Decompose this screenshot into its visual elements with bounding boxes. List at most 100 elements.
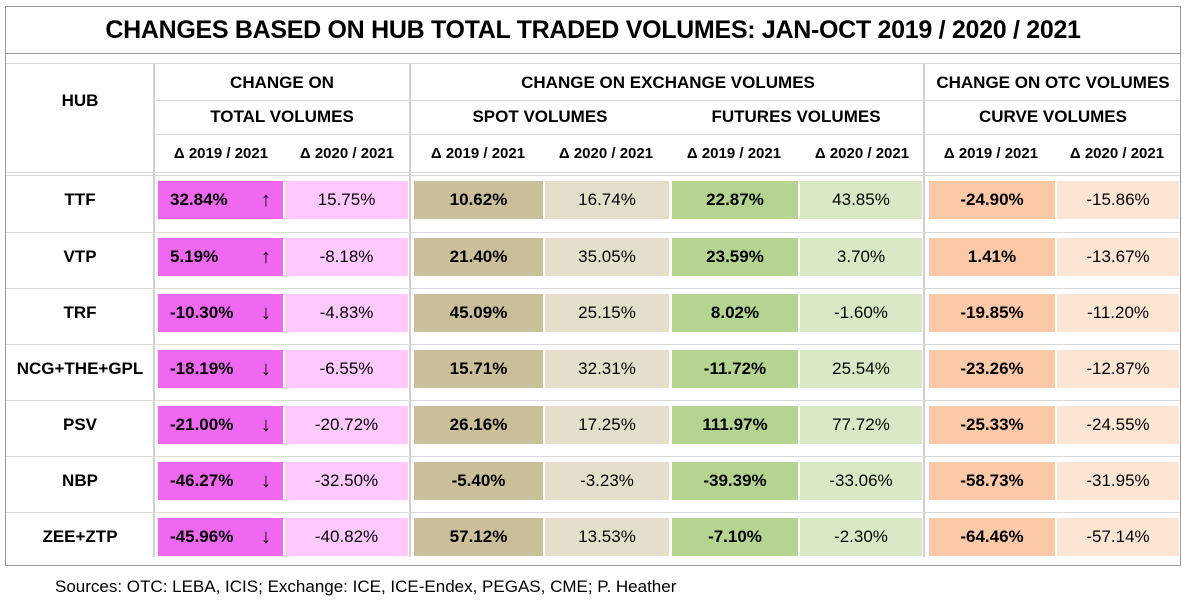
grid-line [156, 100, 1180, 101]
table-cell: 35.05% [545, 238, 669, 276]
table-cell: -33.06% [800, 462, 922, 500]
grid-line [923, 63, 925, 557]
table-cell: 77.72% [800, 406, 922, 444]
table-cell: 15.71% [414, 350, 543, 388]
table-cell: 26.16% [414, 406, 543, 444]
table-cell: -6.55% [285, 350, 408, 388]
table-cell: 17.25% [545, 406, 669, 444]
row-separator [6, 288, 1180, 289]
grid-line [6, 172, 1180, 173]
row-separator [6, 400, 1180, 401]
hub-label: PSV [62, 415, 98, 434]
subheader-total-1921: Δ 2019 / 2021 [173, 145, 269, 162]
subheader-fut-1921: Δ 2019 / 2021 [686, 145, 782, 162]
header-total-line2: TOTAL VOLUMES [210, 107, 354, 126]
arrow-down-icon: ↓ [261, 358, 271, 380]
table-cell: -64.46% [929, 518, 1055, 556]
grid-line [409, 63, 411, 557]
table-cell: 32.84% ↑ [158, 181, 283, 219]
table-cell: -7.10% [672, 518, 798, 556]
table-cell: 1.41% [929, 238, 1055, 276]
table-cell: 57.12% [414, 518, 543, 556]
table-cell: 111.97% [672, 406, 798, 444]
cell-value: 32.84% [170, 190, 228, 209]
sources-note: Sources: OTC: LEBA, ICIS; Exchange: ICE,… [55, 577, 677, 596]
table-cell: -12.87% [1057, 350, 1179, 388]
hub-label: VTP [63, 247, 97, 266]
table-cell: 32.31% [545, 350, 669, 388]
table-cell: -21.00% ↓ [158, 406, 283, 444]
table-cell: 25.15% [545, 294, 669, 332]
cell-value: -18.19% [170, 359, 234, 378]
header-otc: CHANGE ON OTC VOLUMES [936, 73, 1170, 92]
table-cell: -1.60% [800, 294, 922, 332]
table-cell: -57.14% [1057, 518, 1179, 556]
header-exchange: CHANGE ON EXCHANGE VOLUMES [521, 73, 815, 92]
table-cell: -8.18% [285, 238, 408, 276]
table-cell: -4.83% [285, 294, 408, 332]
table-cell: 16.74% [545, 181, 669, 219]
arrow-down-icon: ↓ [261, 470, 271, 492]
header-curve: CURVE VOLUMES [979, 107, 1127, 126]
subheader-spot-1921: Δ 2019 / 2021 [430, 145, 526, 162]
hub-label: TRF [63, 303, 97, 322]
grid-line [6, 63, 1180, 64]
subheader-spot-2021: Δ 2020 / 2021 [558, 145, 654, 162]
table-cell: 5.19% ↑ [158, 238, 283, 276]
table-cell: -19.85% [929, 294, 1055, 332]
header-total-line1: CHANGE ON [230, 73, 334, 92]
table-cell: 8.02% [672, 294, 798, 332]
header-hub: HUB [61, 91, 99, 110]
table-cell: -24.90% [929, 181, 1055, 219]
table-cell: 45.09% [414, 294, 543, 332]
header-spot: SPOT VOLUMES [472, 107, 608, 126]
table-cell: 23.59% [672, 238, 798, 276]
row-separator [6, 512, 1180, 513]
table-cell: -58.73% [929, 462, 1055, 500]
arrow-down-icon: ↓ [261, 302, 271, 324]
cell-value: -21.00% [170, 415, 234, 434]
table-cell: 10.62% [414, 181, 543, 219]
row-separator [6, 344, 1180, 345]
table-cell: -24.55% [1057, 406, 1179, 444]
table-cell: -46.27% ↓ [158, 462, 283, 500]
cell-value: -10.30% [170, 303, 234, 322]
table-cell: -39.39% [672, 462, 798, 500]
table-cell: 13.53% [545, 518, 669, 556]
arrow-down-icon: ↓ [261, 414, 271, 436]
table-cell: -11.20% [1057, 294, 1179, 332]
table-cell: -32.50% [285, 462, 408, 500]
subheader-fut-2021: Δ 2020 / 2021 [814, 145, 910, 162]
table-cell: -2.30% [800, 518, 922, 556]
subheader-otc-2021: Δ 2020 / 2021 [1069, 145, 1165, 162]
chart-title: CHANGES BASED ON HUB TOTAL TRADED VOLUME… [6, 7, 1180, 54]
table-cell: -3.23% [545, 462, 669, 500]
arrow-down-icon: ↓ [261, 526, 271, 548]
cell-value: -45.96% [170, 527, 234, 546]
hub-label: NCG+THE+GPL [16, 359, 144, 378]
table-cell: 15.75% [285, 181, 408, 219]
table-frame [5, 6, 1181, 566]
row-separator [6, 456, 1180, 457]
cell-value: -46.27% [170, 471, 234, 490]
table-cell: -40.82% [285, 518, 408, 556]
table-cell: 25.54% [800, 350, 922, 388]
table-cell: 43.85% [800, 181, 922, 219]
hub-label: NBP [62, 471, 98, 490]
cell-value: 5.19% [170, 247, 219, 266]
table-cell: -15.86% [1057, 181, 1179, 219]
arrow-up-icon: ↑ [261, 246, 271, 268]
table-cell: -25.33% [929, 406, 1055, 444]
table-cell: -5.40% [414, 462, 543, 500]
table-cell: -13.67% [1057, 238, 1179, 276]
table-cell: 22.87% [672, 181, 798, 219]
table-cell: -23.26% [929, 350, 1055, 388]
header-futures: FUTURES VOLUMES [711, 107, 881, 126]
hub-label: TTF [64, 190, 96, 209]
table-cell: -11.72% [672, 350, 798, 388]
subheader-otc-1921: Δ 2019 / 2021 [943, 145, 1039, 162]
table-cell: -20.72% [285, 406, 408, 444]
row-separator [6, 175, 1180, 176]
table-cell: -10.30% ↓ [158, 294, 283, 332]
table-cell: -31.95% [1057, 462, 1179, 500]
